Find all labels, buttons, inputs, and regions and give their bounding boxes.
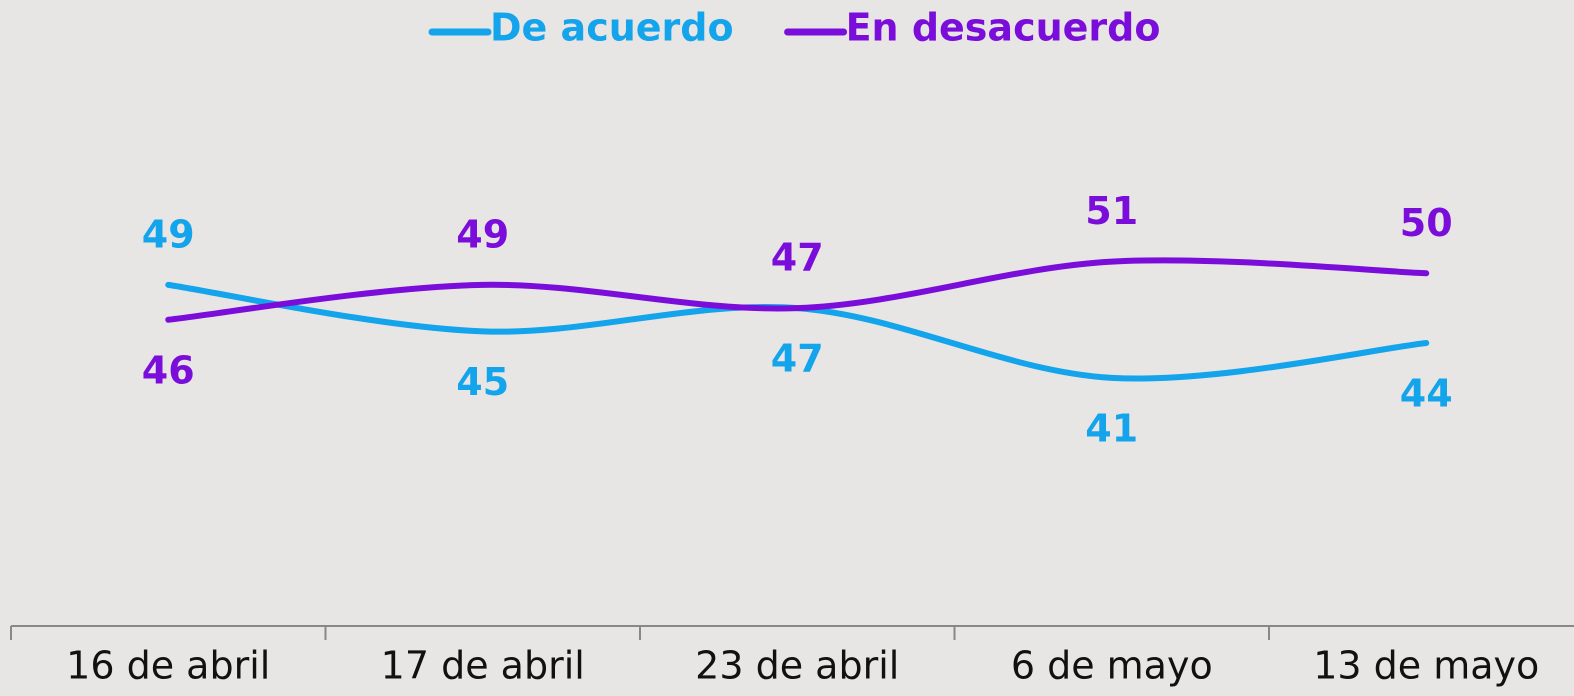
data-label: 49 (142, 212, 195, 256)
x-tick-label: 6 de mayo (1011, 644, 1213, 688)
data-label: 50 (1400, 201, 1453, 245)
x-tick-label: 13 de mayo (1313, 644, 1539, 688)
x-tick-label: 17 de abril (381, 644, 585, 688)
data-label: 45 (456, 360, 509, 404)
data-label: 47 (771, 236, 824, 280)
legend: De acuerdo En desacuerdo (428, 6, 1161, 50)
data-label: 44 (1400, 372, 1453, 416)
data-label: 47 (771, 337, 824, 381)
legend-label: En desacuerdo (846, 6, 1161, 50)
data-label: 46 (142, 348, 195, 392)
legend-label: De acuerdo (490, 6, 734, 50)
x-tick-label: 16 de abril (66, 644, 270, 688)
data-label: 41 (1085, 406, 1138, 450)
line (165, 257, 1430, 323)
x-tick-label: 23 de abril (695, 644, 899, 688)
data-label: 49 (456, 212, 509, 256)
data-label: 51 (1085, 189, 1138, 233)
